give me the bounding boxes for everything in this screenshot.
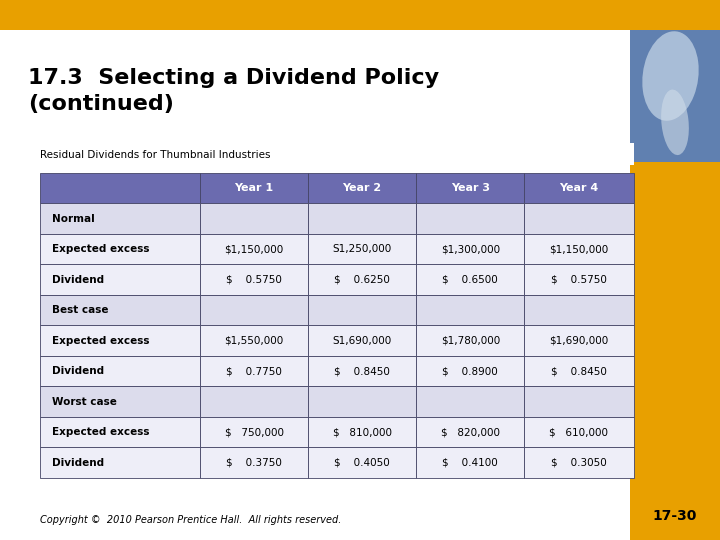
Bar bbox=[416, 356, 524, 387]
Bar bbox=[416, 325, 524, 356]
Bar bbox=[200, 387, 308, 417]
Text: Normal: Normal bbox=[53, 213, 95, 224]
Bar bbox=[524, 295, 634, 325]
Text: Expected excess: Expected excess bbox=[53, 335, 150, 346]
Bar bbox=[308, 447, 416, 478]
Text: 17.3  Selecting a Dividend Policy
(continued): 17.3 Selecting a Dividend Policy (contin… bbox=[28, 68, 439, 113]
Text: $1,550,000: $1,550,000 bbox=[225, 335, 284, 346]
Bar bbox=[200, 234, 308, 265]
Bar bbox=[524, 447, 634, 478]
Bar bbox=[200, 203, 308, 234]
Text: $    0.6250: $ 0.6250 bbox=[334, 274, 390, 285]
Text: 17-30: 17-30 bbox=[653, 509, 697, 523]
Bar bbox=[308, 295, 416, 325]
Bar bbox=[200, 417, 308, 447]
Bar bbox=[200, 295, 308, 325]
Ellipse shape bbox=[661, 90, 689, 155]
Bar bbox=[40, 203, 200, 234]
Bar bbox=[524, 265, 634, 295]
Text: Dividend: Dividend bbox=[53, 366, 104, 376]
Text: Expected excess: Expected excess bbox=[53, 244, 150, 254]
Bar bbox=[308, 356, 416, 387]
Bar bbox=[40, 295, 200, 325]
Text: $   610,000: $ 610,000 bbox=[549, 427, 608, 437]
Bar bbox=[416, 387, 524, 417]
Bar bbox=[40, 447, 200, 478]
Text: Expected excess: Expected excess bbox=[53, 427, 150, 437]
Text: Copyright ©  2010 Pearson Prentice Hall.  All rights reserved.: Copyright © 2010 Pearson Prentice Hall. … bbox=[40, 515, 341, 525]
Bar bbox=[308, 417, 416, 447]
Bar bbox=[416, 173, 524, 203]
Text: $    0.4050: $ 0.4050 bbox=[334, 457, 390, 468]
Text: $    0.8450: $ 0.8450 bbox=[334, 366, 390, 376]
Bar bbox=[308, 173, 416, 203]
Bar bbox=[40, 387, 200, 417]
Bar bbox=[524, 203, 634, 234]
Bar bbox=[40, 356, 200, 387]
Bar bbox=[308, 265, 416, 295]
Text: $    0.5750: $ 0.5750 bbox=[226, 274, 282, 285]
Bar bbox=[524, 173, 634, 203]
Bar bbox=[416, 203, 524, 234]
Text: Year 3: Year 3 bbox=[451, 183, 490, 193]
Text: Residual Dividends for Thumbnail Industries: Residual Dividends for Thumbnail Industr… bbox=[40, 150, 270, 160]
Bar bbox=[200, 447, 308, 478]
Text: $    0.3750: $ 0.3750 bbox=[226, 457, 282, 468]
Bar bbox=[524, 325, 634, 356]
Bar bbox=[308, 234, 416, 265]
Text: Worst case: Worst case bbox=[53, 396, 117, 407]
Bar bbox=[416, 417, 524, 447]
Text: $   820,000: $ 820,000 bbox=[441, 427, 500, 437]
Text: $1,150,000: $1,150,000 bbox=[549, 244, 608, 254]
Bar bbox=[416, 265, 524, 295]
Bar bbox=[200, 265, 308, 295]
Text: $   810,000: $ 810,000 bbox=[333, 427, 392, 437]
Text: $    0.4100: $ 0.4100 bbox=[442, 457, 498, 468]
Bar bbox=[308, 203, 416, 234]
Text: Best case: Best case bbox=[53, 305, 109, 315]
Text: Dividend: Dividend bbox=[53, 274, 104, 285]
Text: S1,250,000: S1,250,000 bbox=[333, 244, 392, 254]
Text: $    0.5750: $ 0.5750 bbox=[551, 274, 607, 285]
Bar bbox=[416, 447, 524, 478]
Text: $    0.3050: $ 0.3050 bbox=[551, 457, 607, 468]
Text: $    0.7750: $ 0.7750 bbox=[226, 366, 282, 376]
Bar bbox=[40, 265, 200, 295]
Bar bbox=[524, 234, 634, 265]
Bar bbox=[200, 173, 308, 203]
Text: $    0.6500: $ 0.6500 bbox=[442, 274, 498, 285]
Bar bbox=[40, 173, 200, 203]
Bar bbox=[308, 387, 416, 417]
Bar bbox=[40, 325, 200, 356]
Bar bbox=[308, 325, 416, 356]
Text: Year 2: Year 2 bbox=[343, 183, 382, 193]
Text: $1,690,000: $1,690,000 bbox=[549, 335, 608, 346]
Text: $   750,000: $ 750,000 bbox=[225, 427, 284, 437]
Text: $1,300,000: $1,300,000 bbox=[441, 244, 500, 254]
Ellipse shape bbox=[642, 31, 698, 121]
Bar bbox=[416, 234, 524, 265]
Text: Dividend: Dividend bbox=[53, 457, 104, 468]
Bar bbox=[40, 234, 200, 265]
Bar bbox=[524, 387, 634, 417]
Text: Year 4: Year 4 bbox=[559, 183, 598, 193]
Bar bbox=[200, 325, 308, 356]
Text: S1,690,000: S1,690,000 bbox=[333, 335, 392, 346]
Text: Year 1: Year 1 bbox=[235, 183, 274, 193]
Bar bbox=[524, 356, 634, 387]
Text: $    0.8900: $ 0.8900 bbox=[442, 366, 498, 376]
Bar bbox=[200, 356, 308, 387]
Text: $1,780,000: $1,780,000 bbox=[441, 335, 500, 346]
Bar bbox=[40, 417, 200, 447]
Bar bbox=[416, 295, 524, 325]
Bar bbox=[524, 417, 634, 447]
Text: $    0.8450: $ 0.8450 bbox=[551, 366, 607, 376]
Text: $1,150,000: $1,150,000 bbox=[225, 244, 284, 254]
